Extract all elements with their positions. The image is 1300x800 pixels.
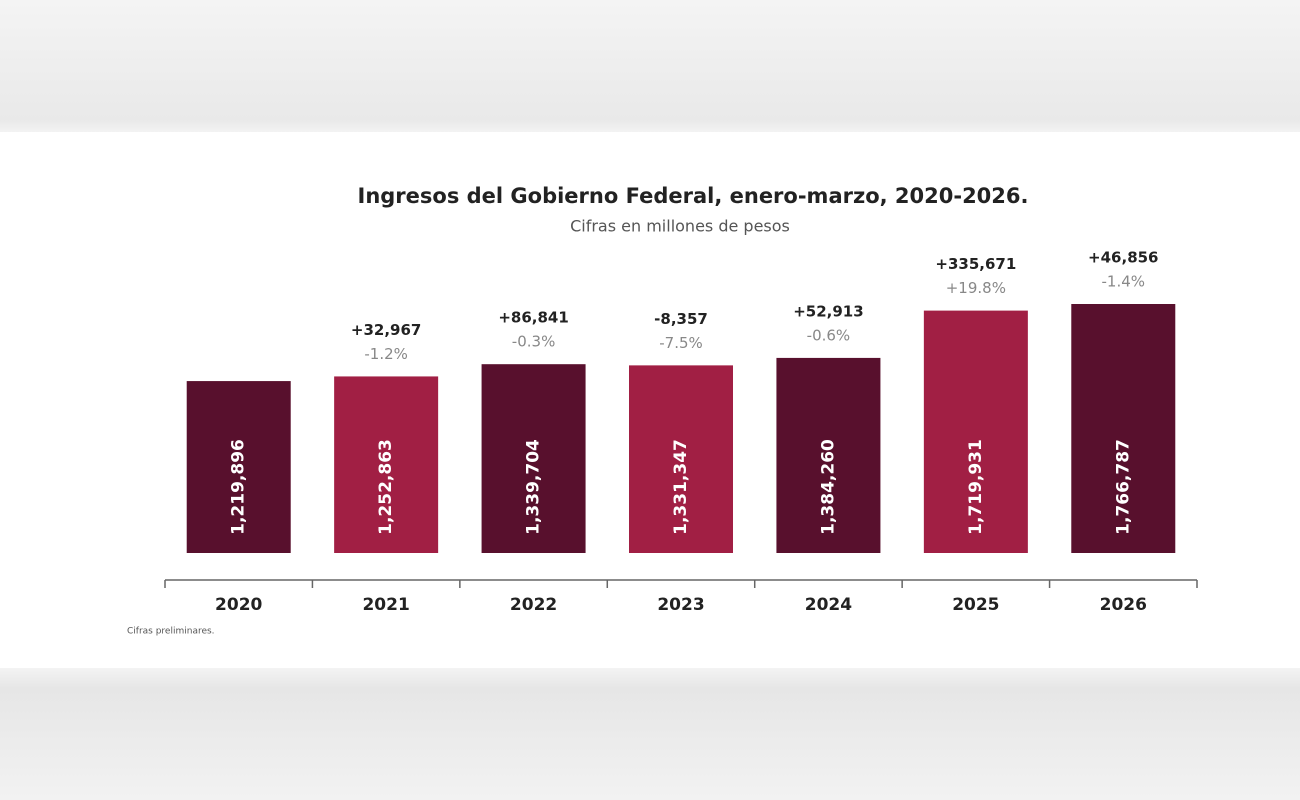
bar: [629, 365, 733, 553]
change-label: +86,841: [498, 309, 568, 327]
change-percent-label: -1.4%: [1102, 273, 1146, 291]
value-label: 1,219,896: [229, 439, 249, 535]
change-percent-label: -0.6%: [807, 326, 851, 344]
change-label: +52,913: [793, 302, 863, 320]
x-tick-label: 2023: [657, 595, 704, 615]
bar: [481, 364, 586, 553]
bar: [776, 357, 881, 553]
value-label: 1,719,931: [966, 439, 986, 535]
value-label: 1,331,347: [671, 439, 691, 535]
change-percent-label: -7.5%: [659, 334, 703, 352]
value-label: 1,766,787: [1113, 439, 1133, 535]
bar: [1071, 304, 1176, 553]
x-tick-label: 2026: [1100, 595, 1147, 615]
change-label: +335,671: [935, 255, 1016, 273]
x-tick-label: 2021: [362, 595, 409, 615]
change-percent-label: +19.8%: [946, 279, 1006, 297]
chart-title: Ingresos del Gobierno Federal, enero-mar…: [358, 184, 1029, 208]
value-label: 1,252,863: [376, 439, 396, 535]
change-percent-label: -1.2%: [364, 345, 408, 363]
value-label: 1,384,260: [818, 439, 838, 535]
change-label: +46,856: [1088, 249, 1158, 267]
footnote: Cifras preliminares.: [127, 627, 215, 637]
change-percent-label: -0.3%: [512, 333, 556, 351]
value-label: 1,339,704: [524, 439, 544, 535]
bar: [186, 381, 291, 553]
change-label: -8,357: [654, 310, 708, 328]
x-tick-label: 2020: [215, 595, 262, 615]
x-tick-label: 2024: [805, 595, 852, 615]
x-tick-label: 2025: [952, 595, 999, 615]
chart-subtitle: Cifras en millones de pesos: [570, 217, 790, 236]
change-label: +32,967: [351, 321, 421, 339]
x-tick-label: 2022: [510, 595, 557, 615]
bar: [334, 376, 439, 553]
bar: [923, 310, 1028, 553]
